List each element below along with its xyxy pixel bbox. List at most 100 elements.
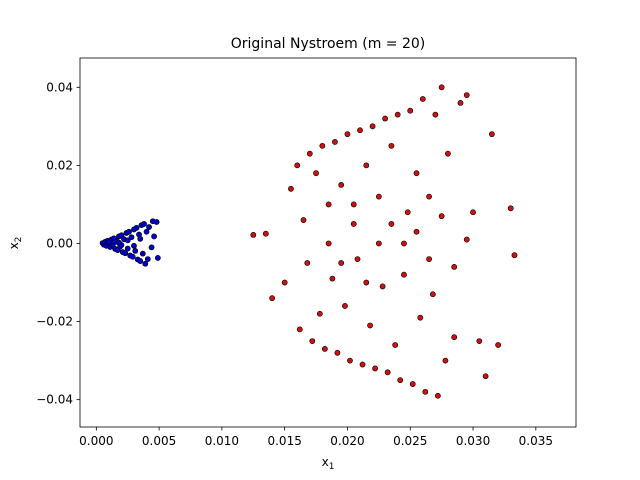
data-point xyxy=(432,111,439,118)
data-point xyxy=(417,314,424,321)
data-point xyxy=(319,142,326,149)
data-point xyxy=(363,162,370,169)
data-point xyxy=(495,342,502,348)
data-point xyxy=(304,260,311,266)
data-point xyxy=(422,388,429,395)
data-point xyxy=(338,181,345,188)
data-point xyxy=(388,142,395,149)
data-point xyxy=(488,131,495,138)
data-point xyxy=(401,271,407,278)
data-point xyxy=(407,107,414,114)
data-point xyxy=(321,345,328,352)
data-point xyxy=(357,127,363,134)
plot-frame xyxy=(79,57,577,428)
data-point xyxy=(482,373,489,380)
data-point xyxy=(438,213,445,220)
x-tick-label: 0.030 xyxy=(456,434,490,448)
data-point xyxy=(426,256,432,262)
data-point xyxy=(325,201,332,208)
data-point xyxy=(250,231,257,238)
data-point xyxy=(419,96,426,102)
y-axis-title-sub: 2 xyxy=(14,237,24,243)
data-point xyxy=(379,283,386,290)
data-point xyxy=(359,361,366,368)
data-point xyxy=(139,250,146,257)
data-point xyxy=(124,237,131,244)
data-point xyxy=(350,201,357,208)
data-point xyxy=(375,240,382,247)
y-axis-ticks: −0.04 −0.02 0.00 0.02 0.04 xyxy=(36,80,80,407)
data-point xyxy=(367,322,373,329)
data-point xyxy=(409,381,416,387)
data-point xyxy=(148,244,155,251)
x-tick-label: 0.025 xyxy=(393,434,427,448)
data-point xyxy=(413,170,420,177)
data-point xyxy=(316,310,323,317)
data-point xyxy=(142,260,149,267)
x-axis-title-sub: 1 xyxy=(329,462,335,472)
data-point xyxy=(281,279,288,286)
x-tick-label: 0.005 xyxy=(142,434,176,448)
chart-title: Original Nystroem (m = 20) xyxy=(231,36,426,52)
x-tick-label: 0.015 xyxy=(267,434,301,448)
data-point xyxy=(154,255,161,261)
data-point xyxy=(296,326,303,333)
data-point xyxy=(334,349,341,356)
data-point xyxy=(507,205,514,212)
data-point xyxy=(141,221,147,227)
data-point xyxy=(397,377,404,384)
data-point xyxy=(350,221,357,227)
data-point xyxy=(451,334,458,341)
data-point xyxy=(511,252,518,259)
data-point xyxy=(269,295,276,302)
y-tick-label: −0.02 xyxy=(36,315,73,329)
data-point xyxy=(143,228,150,235)
y-tick-label: 0.04 xyxy=(46,80,73,94)
data-point xyxy=(451,263,458,270)
data-point xyxy=(438,84,445,91)
data-point xyxy=(344,131,351,138)
x-tick-label: 0.020 xyxy=(330,434,364,448)
data-point xyxy=(325,240,332,247)
data-point xyxy=(313,170,319,177)
data-point xyxy=(300,217,307,223)
data-point xyxy=(129,253,136,260)
data-point xyxy=(394,111,401,118)
data-point xyxy=(392,342,399,348)
data-point xyxy=(434,392,441,399)
data-point xyxy=(126,228,132,235)
data-point xyxy=(128,234,135,241)
data-point xyxy=(137,235,144,242)
data-point xyxy=(463,236,470,243)
data-point xyxy=(375,193,382,200)
data-point xyxy=(369,123,376,130)
data-point xyxy=(132,247,139,254)
data-point xyxy=(288,185,294,192)
data-point xyxy=(442,357,449,364)
data-point xyxy=(332,139,338,145)
data-point xyxy=(354,256,361,262)
data-point xyxy=(153,219,160,225)
data-point xyxy=(388,221,395,227)
data-point xyxy=(131,242,137,249)
x-axis-ticks: 0.000 0.005 0.010 0.015 0.020 0.025 0.030 0.035 xyxy=(79,427,553,448)
plot-marks xyxy=(99,84,518,399)
y-tick-label: −0.04 xyxy=(36,393,73,407)
y-tick-label: 0.00 xyxy=(46,236,73,250)
y-axis-title-main: x xyxy=(7,242,21,249)
y-axis-title: x2 xyxy=(7,237,24,250)
data-point xyxy=(372,365,378,372)
data-point xyxy=(122,250,129,257)
data-point xyxy=(382,115,389,122)
data-point xyxy=(401,240,407,247)
data-point xyxy=(144,256,151,262)
data-point xyxy=(445,150,451,157)
data-point xyxy=(105,239,112,246)
y-tick-label: 0.02 xyxy=(46,158,73,172)
data-point xyxy=(124,245,131,252)
x-tick-label: 0.000 xyxy=(79,434,113,448)
data-point xyxy=(457,100,464,106)
data-point xyxy=(262,230,269,237)
